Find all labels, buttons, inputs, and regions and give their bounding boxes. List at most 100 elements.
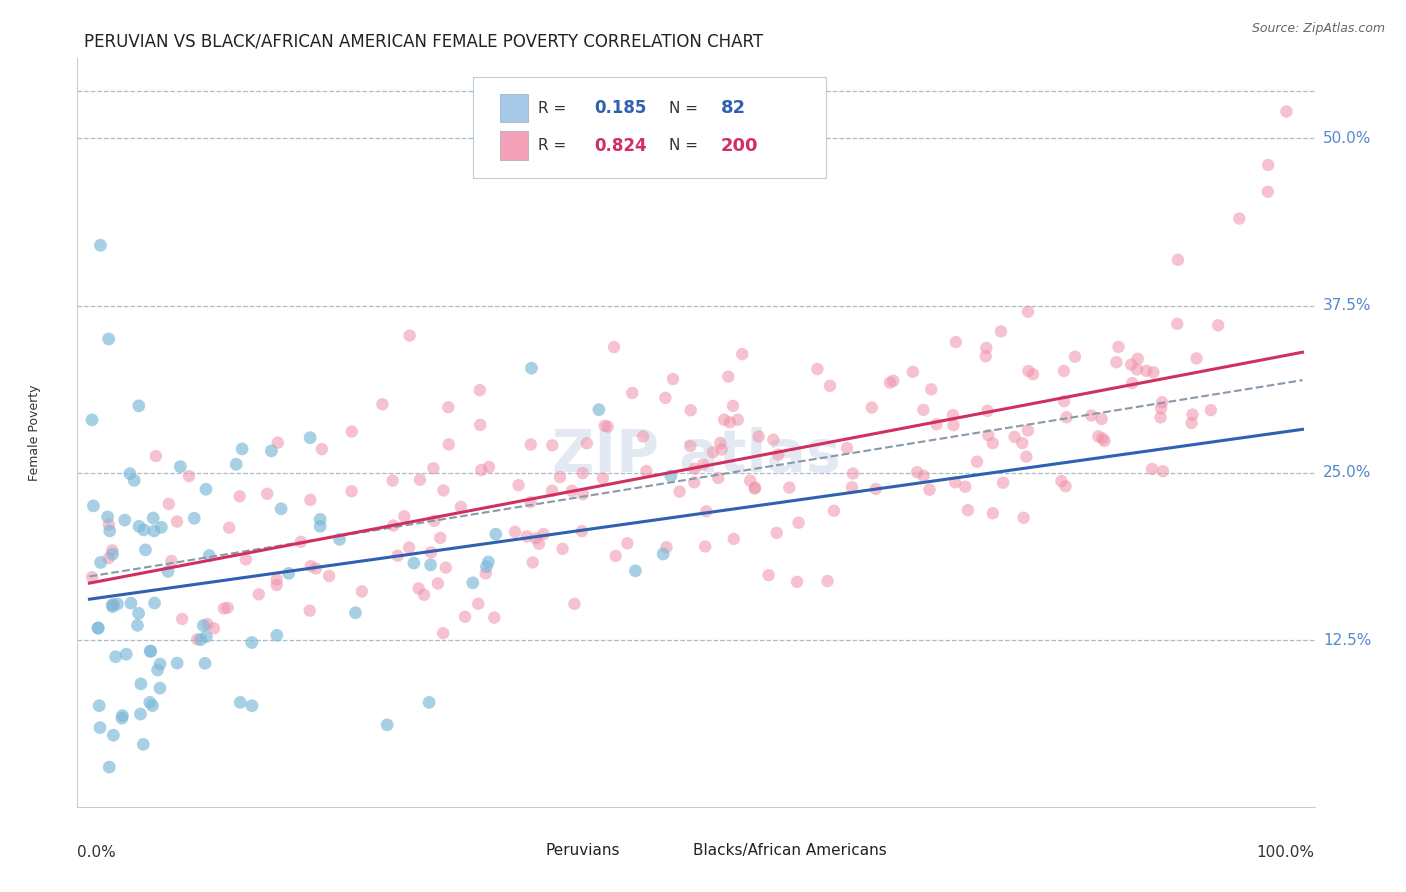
Point xyxy=(713,412,735,426)
Point xyxy=(202,621,225,635)
Point xyxy=(1126,362,1149,376)
Point xyxy=(592,471,614,485)
Point xyxy=(945,334,967,349)
Point xyxy=(409,473,432,487)
Point xyxy=(842,467,865,481)
Point xyxy=(145,449,167,463)
Point xyxy=(901,365,924,379)
Point xyxy=(149,681,172,695)
Point xyxy=(974,349,997,363)
Point xyxy=(1135,364,1157,378)
Point xyxy=(340,484,363,499)
Point xyxy=(478,460,501,475)
Point xyxy=(823,504,845,518)
Point xyxy=(475,559,498,574)
Text: Female Poverty: Female Poverty xyxy=(28,384,41,481)
Point xyxy=(976,341,998,355)
Point xyxy=(107,597,129,611)
Point xyxy=(484,610,506,624)
Point xyxy=(768,448,790,462)
Point xyxy=(561,483,583,498)
Point xyxy=(1140,462,1163,476)
Point xyxy=(474,566,496,581)
Point xyxy=(420,545,443,559)
Point xyxy=(1080,409,1102,423)
Point xyxy=(765,525,787,540)
Point xyxy=(270,501,292,516)
FancyBboxPatch shape xyxy=(516,843,538,860)
Point xyxy=(311,442,333,457)
Point xyxy=(695,504,717,518)
Point xyxy=(516,529,538,543)
Point xyxy=(194,483,217,497)
Text: 25.0%: 25.0% xyxy=(1323,466,1371,480)
Point xyxy=(571,524,593,539)
Point xyxy=(381,474,404,488)
Text: N =: N = xyxy=(669,138,703,153)
Point xyxy=(398,328,420,343)
Point xyxy=(605,549,627,563)
Text: 37.5%: 37.5% xyxy=(1323,298,1371,313)
Point xyxy=(217,600,239,615)
Point xyxy=(371,397,394,411)
Point xyxy=(603,340,626,354)
Text: 82: 82 xyxy=(721,99,745,117)
Point xyxy=(141,698,163,713)
Point xyxy=(139,644,162,658)
Point xyxy=(89,238,111,252)
Text: 200: 200 xyxy=(721,136,758,154)
Point xyxy=(470,463,492,477)
Point xyxy=(413,588,436,602)
Point xyxy=(1121,358,1143,372)
Point xyxy=(548,470,571,484)
Point xyxy=(97,510,120,524)
Point xyxy=(231,442,253,456)
Point xyxy=(468,383,491,397)
Point xyxy=(524,532,547,546)
Point xyxy=(520,361,543,376)
Point xyxy=(1022,367,1045,381)
Point xyxy=(707,471,730,485)
Point xyxy=(97,517,120,532)
Point xyxy=(1017,304,1039,318)
Point xyxy=(382,518,405,533)
Point xyxy=(114,513,136,527)
Point xyxy=(882,374,904,388)
Point xyxy=(128,399,150,413)
Point xyxy=(87,621,110,635)
Point xyxy=(679,403,702,417)
Point xyxy=(454,609,477,624)
Point xyxy=(654,391,676,405)
Point xyxy=(723,532,745,546)
Point xyxy=(1257,185,1279,199)
Point xyxy=(375,718,398,732)
Point xyxy=(1126,351,1149,366)
Text: 12.5%: 12.5% xyxy=(1323,632,1371,648)
Point xyxy=(943,475,966,490)
Point xyxy=(103,728,125,742)
Point xyxy=(398,541,420,555)
Point xyxy=(981,436,1004,450)
Point xyxy=(564,597,586,611)
Point xyxy=(157,497,180,511)
Point xyxy=(225,457,247,471)
Point xyxy=(90,556,112,570)
Point xyxy=(129,706,152,721)
Point xyxy=(631,429,654,443)
Point xyxy=(186,632,208,647)
Point xyxy=(519,495,541,509)
Text: R =: R = xyxy=(537,138,571,153)
Point xyxy=(695,540,717,554)
Point xyxy=(991,475,1014,490)
Point xyxy=(1180,416,1202,430)
Point xyxy=(240,635,263,649)
Point xyxy=(426,576,449,591)
Point xyxy=(718,415,741,429)
Point xyxy=(1064,350,1087,364)
Point xyxy=(865,482,887,496)
Point xyxy=(1167,252,1189,267)
Point xyxy=(1087,429,1109,443)
Point xyxy=(247,587,270,601)
Point xyxy=(149,657,172,671)
Point xyxy=(572,487,595,501)
